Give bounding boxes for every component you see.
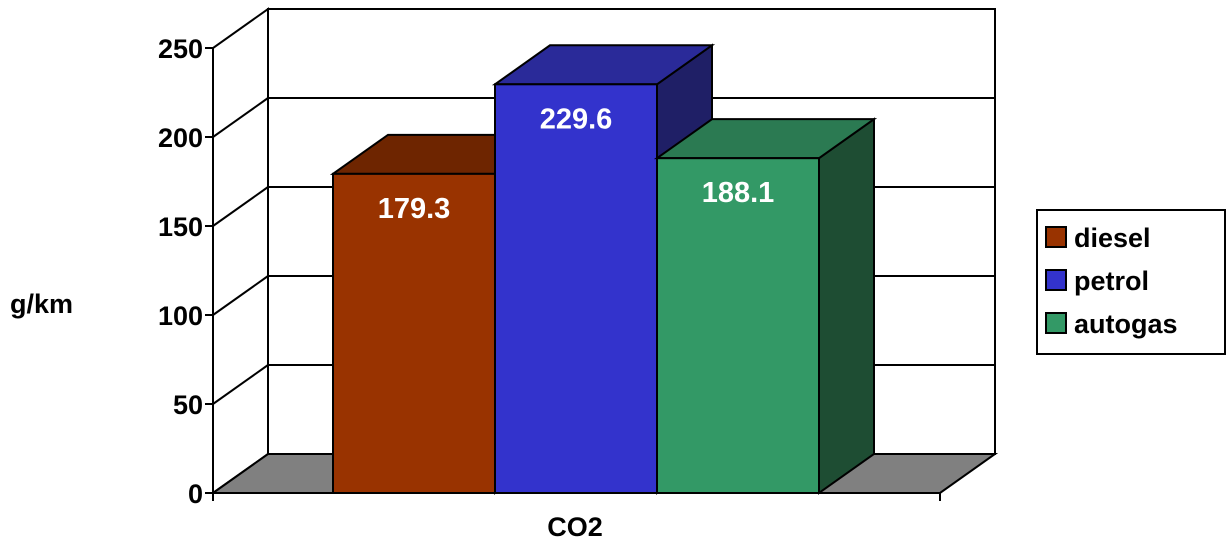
gridline-side [212, 364, 269, 405]
bar-autogas [653, 117, 878, 495]
value-label-autogas: 188.1 [702, 177, 775, 209]
y-tick-label: 50 [173, 390, 203, 420]
y-tick-label: 200 [158, 123, 203, 153]
y-axis: 0 50 100 150 200 250 [158, 34, 941, 509]
bar-side-autogas [818, 117, 875, 495]
y-tick-label: 100 [158, 301, 203, 331]
legend-swatch-autogas [1045, 312, 1067, 334]
legend-swatch-petrol [1045, 269, 1067, 291]
bar-front-petrol [494, 83, 658, 494]
y-tick-label: 150 [158, 212, 203, 242]
category-label: CO2 [547, 512, 603, 542]
legend-label-autogas: autogas [1074, 309, 1178, 339]
bars [329, 43, 878, 495]
y-tick-label: 0 [188, 479, 203, 509]
value-label-diesel: 179.3 [378, 193, 451, 225]
legend-label-diesel: diesel [1074, 223, 1151, 253]
legend: diesel petrol autogas [1036, 209, 1226, 355]
bar-front-autogas [656, 157, 820, 494]
value-labels: 179.3 229.6 188.1 [378, 103, 775, 225]
side-wall [212, 7, 269, 495]
legend-label-petrol: petrol [1074, 266, 1149, 296]
legend-swatch-diesel [1045, 226, 1067, 248]
gridline-side [212, 275, 269, 316]
y-tick-label: 250 [158, 34, 203, 64]
gridline-side [212, 186, 269, 227]
value-label-petrol: 229.6 [540, 103, 613, 135]
legend-box [1036, 209, 1226, 355]
gridline-side [212, 97, 269, 138]
y-axis-label: g/km [10, 289, 73, 319]
bar-front-diesel [332, 172, 496, 494]
